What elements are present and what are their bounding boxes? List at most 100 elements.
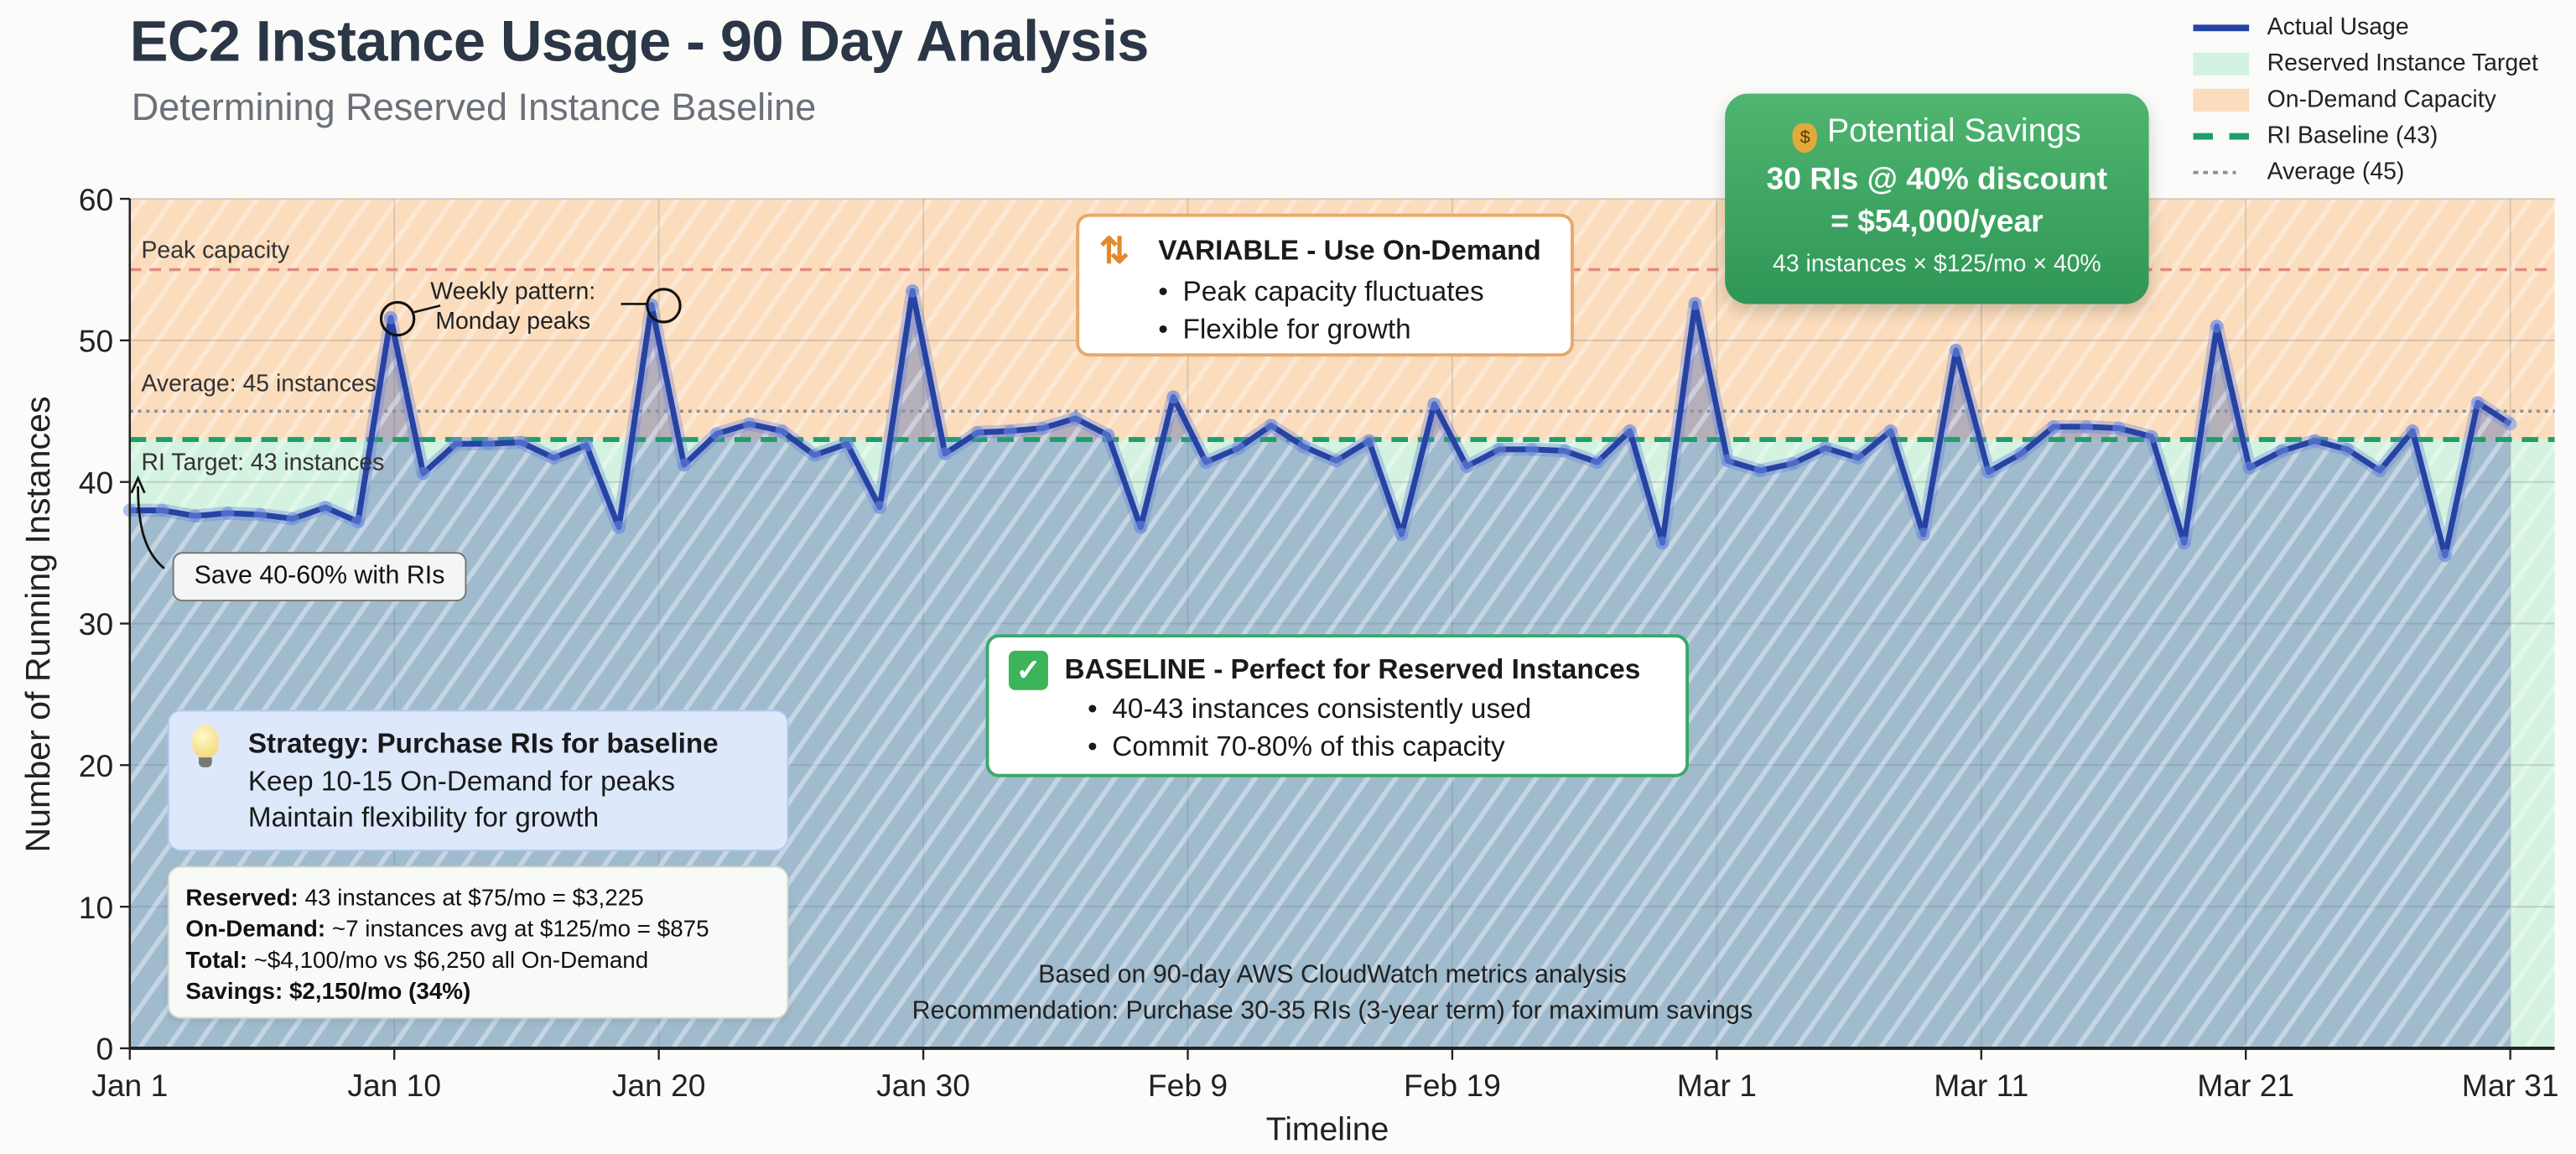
green-fill-swatch-icon: [2193, 52, 2250, 76]
data-point: [1852, 451, 1865, 465]
savings-title: Potential Savings: [1827, 113, 2081, 150]
legend: Actual Usage Reserved Instance Target On…: [2193, 10, 2538, 191]
data-point: [612, 520, 626, 534]
data-point: [1003, 424, 1017, 438]
data-point: [155, 503, 169, 517]
variable-bullet: Peak capacity fluctuates: [1099, 273, 1551, 310]
data-point: [1265, 418, 1278, 433]
data-point: [1166, 390, 1181, 404]
x-tick-label: Jan 1: [91, 1068, 168, 1103]
cost-row: Reserved: 43 instances at $75/mo = $3,22…: [185, 884, 770, 915]
data-point: [2112, 421, 2126, 435]
peak-highlight-circle: [379, 300, 416, 337]
data-point: [2047, 420, 2061, 434]
data-point: [873, 501, 887, 514]
data-point: [2308, 434, 2322, 448]
cost-value: ~$4,100/mo vs $6,250 all On-Demand: [247, 948, 649, 975]
data-point: [319, 501, 332, 514]
strategy-line: Keep 10-15 On-Demand for peaks: [247, 765, 675, 798]
y-tick-label: 10: [79, 890, 113, 925]
data-point: [2145, 429, 2158, 444]
annotation-connector: [413, 304, 441, 314]
up-down-arrows-icon: ⇅: [1098, 230, 1130, 272]
data-point: [449, 437, 463, 450]
ri-target-label: RI Target: 43 instances: [141, 449, 384, 476]
data-point: [188, 509, 202, 523]
y-tick-label: 40: [79, 465, 113, 500]
data-point: [1753, 464, 1768, 478]
data-point: [1232, 441, 1245, 455]
arrow-head-icon: [130, 475, 146, 494]
data-point: [1199, 455, 1213, 469]
arrow-icon: [137, 486, 165, 569]
potential-savings-callout: $ Potential Savings 30 RIs @ 40% discount…: [1725, 93, 2149, 304]
data-point: [938, 447, 952, 460]
data-point: [579, 438, 594, 452]
data-point: [221, 506, 235, 520]
data-point: [1688, 297, 1702, 310]
y-tick-label: 60: [79, 182, 113, 217]
data-point: [253, 507, 267, 522]
data-point: [1493, 443, 1506, 456]
legend-item-ri-target: Reserved Instance Target: [2193, 46, 2538, 82]
data-point: [1525, 443, 1539, 456]
data-point: [971, 425, 984, 439]
baseline-bullet: Commit 70-80% of this capacity: [1009, 728, 1666, 766]
legend-item-actual-usage: Actual Usage: [2193, 10, 2538, 46]
data-point: [2080, 420, 2093, 434]
legend-item-on-demand: On-Demand Capacity: [2193, 82, 2538, 118]
data-point: [1623, 424, 1637, 438]
data-point: [1721, 454, 1735, 468]
variable-bullet: Flexible for growth: [1099, 310, 1551, 348]
light-bulb-icon: [192, 724, 219, 758]
cost-label: Reserved:: [185, 885, 299, 912]
x-tick-label: Jan 10: [347, 1068, 441, 1103]
dashed-line-swatch-icon: [2193, 125, 2250, 148]
x-tick-label: Mar 31: [2462, 1068, 2559, 1103]
data-point: [2470, 396, 2485, 409]
data-point: [1329, 454, 1343, 468]
cost-row: Total: ~$4,100/mo vs $6,250 all On-Deman…: [185, 946, 770, 977]
cost-label: On-Demand:: [185, 917, 326, 943]
data-point: [1394, 528, 1409, 541]
data-point: [1427, 398, 1441, 411]
data-point: [1068, 411, 1083, 425]
legend-label: Actual Usage: [2267, 14, 2409, 41]
x-tick-label: Feb 9: [1148, 1068, 1228, 1103]
y-tick-label: 0: [96, 1032, 113, 1067]
data-point: [351, 515, 365, 528]
strategy-title: Strategy: Purchase RIs for baseline: [247, 727, 719, 760]
data-point: [1296, 439, 1311, 454]
y-tick-label: 20: [79, 748, 113, 783]
data-point: [1883, 424, 1898, 438]
orange-fill-swatch-icon: [2193, 88, 2250, 112]
savings-amount: = $54,000/year: [1831, 205, 2044, 241]
cost-row: On-Demand: ~7 instances avg at $125/mo =…: [185, 915, 770, 946]
y-axis-label: Number of Running Instances: [18, 396, 57, 852]
data-point: [742, 417, 756, 431]
legend-label: On-Demand Capacity: [2267, 86, 2496, 114]
data-point: [547, 451, 561, 465]
strategy-callout: Strategy: Purchase RIs for baseline Keep…: [167, 710, 789, 851]
peak-highlight-circle: [646, 288, 682, 324]
cost-label: Total:: [185, 948, 247, 975]
data-point: [2210, 320, 2224, 333]
cost-value: 43 instances at $75/mo = $3,225: [298, 885, 644, 912]
data-point: [1460, 460, 1474, 473]
weekly-pattern-line: Monday peaks: [435, 309, 591, 335]
data-point: [1134, 520, 1148, 534]
baseline-callout: ✓ BASELINE - Perfect for Reserved Instanc…: [985, 634, 1690, 777]
footnote-recommendation: Recommendation: Purchase 30-35 RIs (3-ye…: [911, 997, 1753, 1026]
variable-callout: ⇅ VARIABLE - Use On-Demand Peak capacity …: [1076, 213, 1574, 357]
x-axis-label: Timeline: [1266, 1112, 1389, 1148]
data-point: [775, 424, 789, 438]
dotted-line-swatch-icon: [2193, 161, 2250, 184]
solid-line-swatch-icon: [2193, 17, 2250, 39]
data-point: [1916, 528, 1930, 541]
data-point: [1036, 421, 1050, 435]
chart-subtitle: Determining Reserved Instance Baseline: [131, 85, 817, 128]
data-point: [481, 437, 496, 450]
legend-item-average: Average (45): [2193, 154, 2538, 190]
cost-value: ~7 instances avg at $125/mo = $875: [325, 917, 709, 943]
